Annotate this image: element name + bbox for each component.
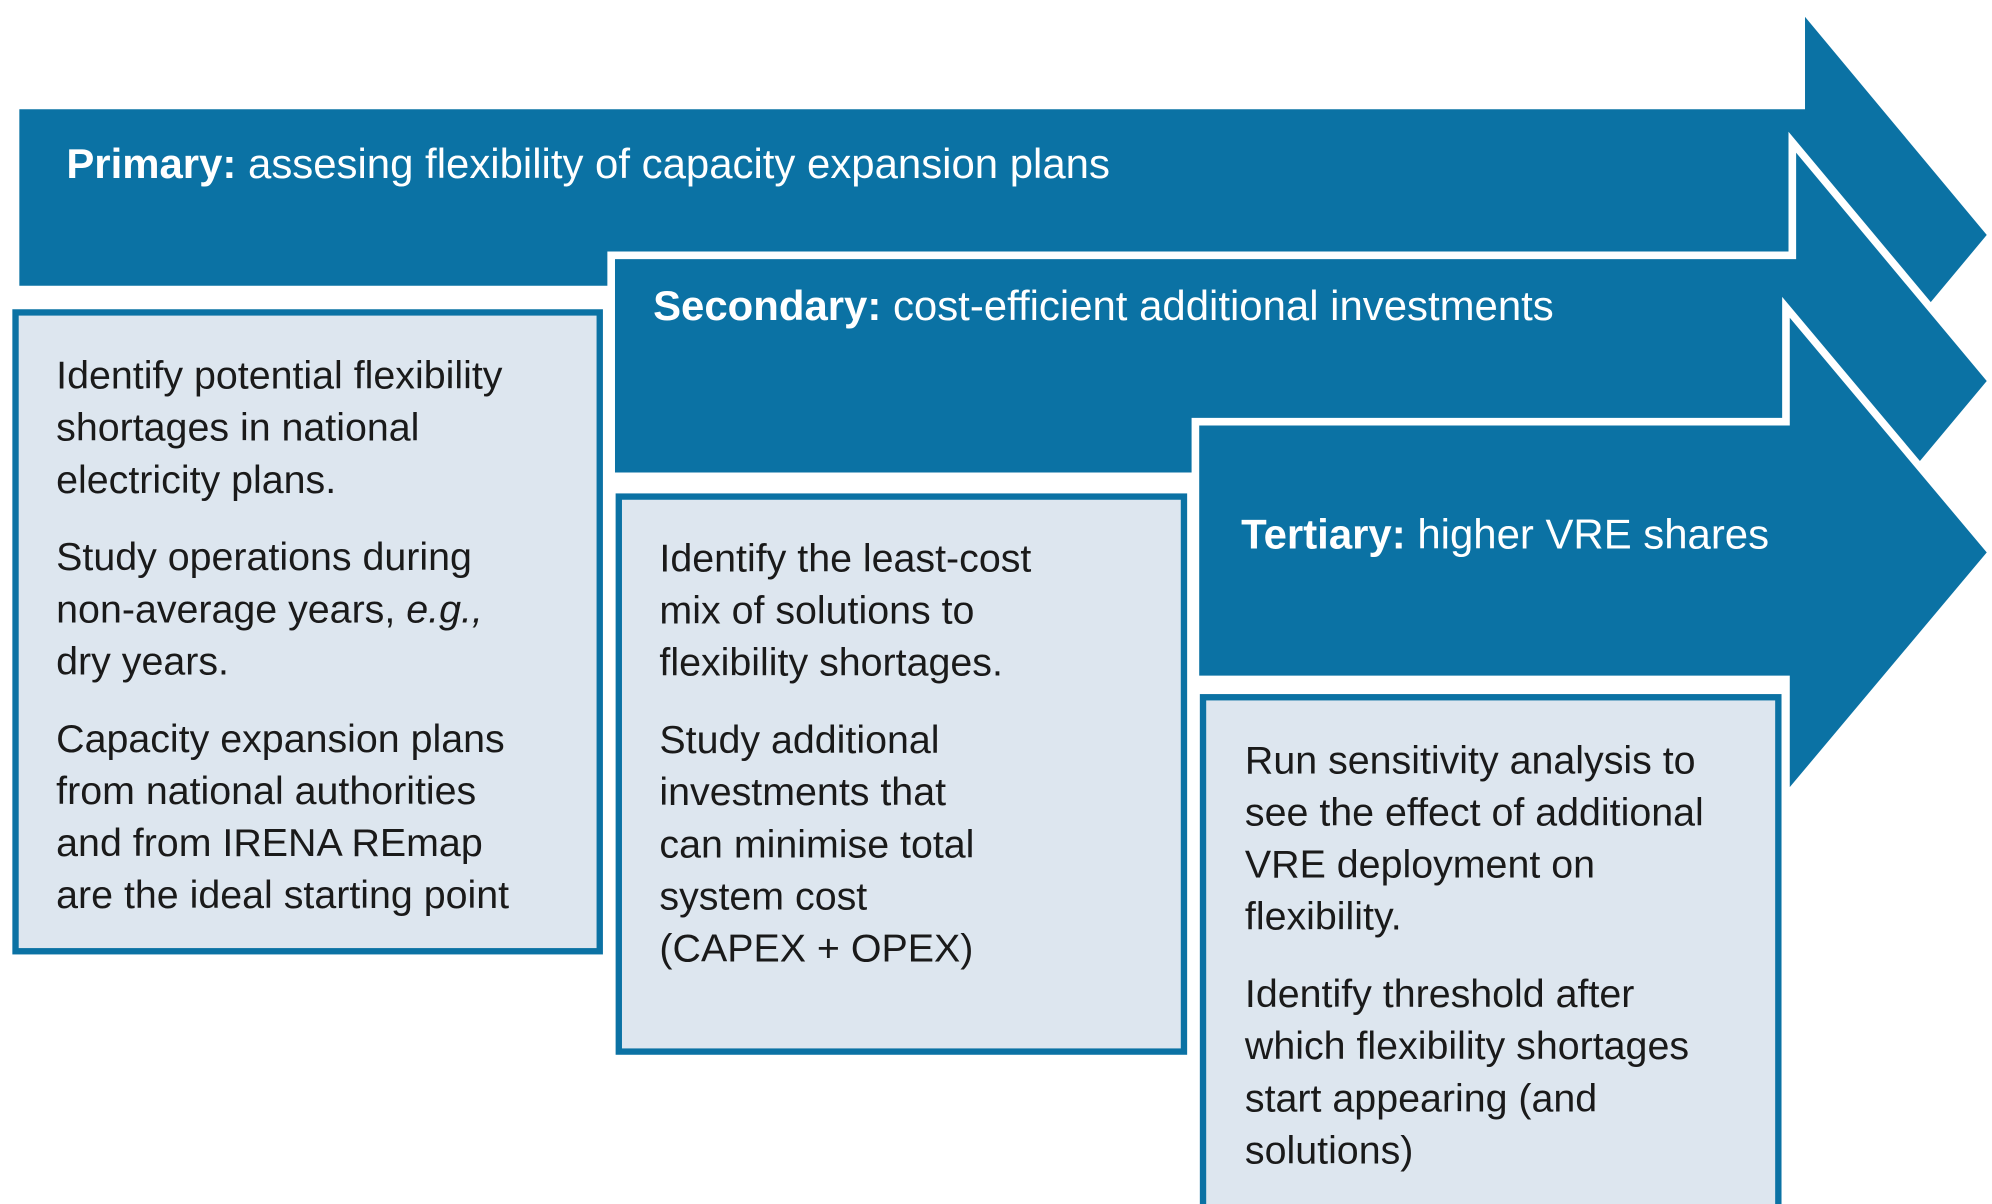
- text-run: solutions): [1245, 1128, 1413, 1172]
- body-line: can minimise total: [659, 822, 974, 866]
- body-line: Study additional: [659, 718, 939, 762]
- text-run: system cost: [659, 874, 867, 918]
- tertiary-box: [1199, 694, 1782, 1204]
- secondary-box: [615, 493, 1188, 1055]
- text-run: flexibility.: [1245, 895, 1402, 939]
- text-run: from national authorities: [56, 769, 476, 813]
- tertiary-arrow: [1191, 296, 1992, 809]
- text-run: shortages in national: [56, 406, 419, 450]
- text-run: Identify the least-cost: [659, 537, 1031, 581]
- body-line: mix of solutions to: [659, 589, 974, 633]
- stage-text: cost-efficient additional investments: [893, 282, 1554, 329]
- body-line: Identify the least-cost: [659, 537, 1031, 581]
- stage-label: Tertiary:: [1241, 511, 1406, 558]
- text-run: are the ideal starting point: [56, 873, 509, 917]
- text-run: Study operations during: [56, 535, 472, 579]
- text-run: and from IRENA REmap: [56, 821, 483, 865]
- body-line: Study operations during: [56, 535, 472, 579]
- stage-title: Primary: assesing flexibility of capacit…: [66, 140, 1110, 187]
- text-run: (CAPEX + OPEX): [659, 926, 973, 970]
- text-run: Study additional: [659, 718, 939, 762]
- body-line: from national authorities: [56, 769, 476, 813]
- text-run: Capacity expansion plans: [56, 717, 505, 761]
- body-line: solutions): [1245, 1128, 1413, 1172]
- stage-label: Secondary:: [653, 282, 881, 329]
- body-line: see the effect of additional: [1245, 791, 1704, 835]
- body-line: Identify threshold after: [1245, 972, 1634, 1016]
- body-line: system cost: [659, 874, 867, 918]
- text-run: mix of solutions to: [659, 589, 974, 633]
- body-line: start appearing (and: [1245, 1076, 1597, 1120]
- body-line: Capacity expansion plans: [56, 717, 505, 761]
- body-line: investments that: [659, 770, 946, 814]
- text-run: Run sensitivity analysis to: [1245, 738, 1696, 782]
- stage-title: Tertiary: higher VRE shares: [1241, 511, 1769, 558]
- body-line: non-average years, e.g.,: [56, 587, 483, 631]
- text-run: non-average years,: [56, 587, 406, 631]
- text-run: Identify potential flexibility: [56, 354, 503, 398]
- body-line: Identify potential flexibility: [56, 354, 503, 398]
- body-line: VRE deployment on: [1245, 843, 1595, 887]
- text-run: see the effect of additional: [1245, 791, 1704, 835]
- text-run: start appearing (and: [1245, 1076, 1597, 1120]
- text-run: dry years.: [56, 639, 229, 683]
- stage-text: assesing flexibility of capacity expansi…: [248, 140, 1110, 187]
- text-run: investments that: [659, 770, 946, 814]
- primary-box: [12, 309, 603, 955]
- text-run: which flexibility shortages: [1244, 1024, 1689, 1068]
- body-line: flexibility.: [1245, 895, 1402, 939]
- body-line: which flexibility shortages: [1244, 1024, 1689, 1068]
- stage-label: Primary:: [66, 140, 236, 187]
- body-line: are the ideal starting point: [56, 873, 509, 917]
- body-line: and from IRENA REmap: [56, 821, 483, 865]
- body-line: electricity plans.: [56, 458, 336, 502]
- body-line: dry years.: [56, 639, 229, 683]
- stage-title: Secondary: cost-efficient additional inv…: [653, 282, 1554, 329]
- text-run: VRE deployment on: [1245, 843, 1595, 887]
- body-line: shortages in national: [56, 406, 419, 450]
- text-run: flexibility shortages.: [659, 641, 1002, 685]
- body-line: Run sensitivity analysis to: [1245, 738, 1696, 782]
- text-run: electricity plans.: [56, 458, 336, 502]
- content: Primary: assesing flexibility of capacit…: [56, 140, 1769, 1173]
- body-line: (CAPEX + OPEX): [659, 926, 973, 970]
- text-run: Identify threshold after: [1245, 972, 1634, 1016]
- text-run: e.g.,: [406, 587, 483, 631]
- stage-text: higher VRE shares: [1417, 511, 1769, 558]
- text-run: can minimise total: [659, 822, 974, 866]
- body-line: flexibility shortages.: [659, 641, 1002, 685]
